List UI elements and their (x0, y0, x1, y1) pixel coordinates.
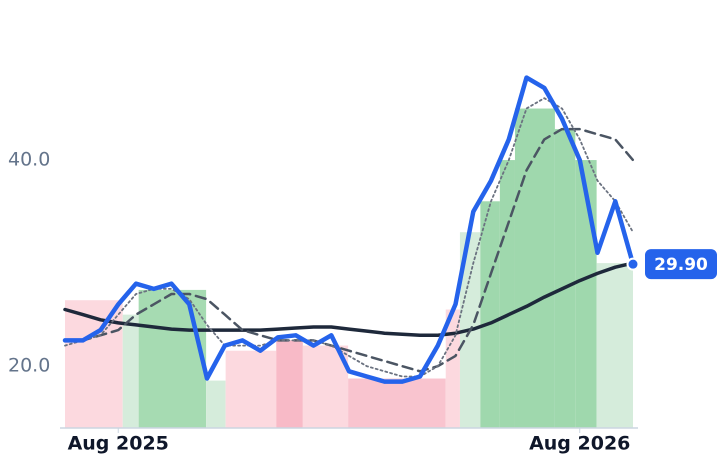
band (480, 201, 500, 428)
band (514, 108, 555, 428)
value-label: 29.90 (654, 255, 708, 275)
band (302, 345, 349, 428)
y-tick-label: 20.0 (8, 355, 50, 377)
x-tick-label: Aug 2025 (68, 433, 169, 455)
x-tick-label: Aug 2026 (529, 433, 630, 455)
value-label-box (645, 249, 717, 280)
band (499, 160, 515, 429)
y-tick-label: 40.0 (8, 149, 50, 171)
band (445, 309, 460, 428)
series-line (62, 75, 636, 384)
band (122, 314, 139, 428)
series-line (63, 261, 635, 338)
series-line (63, 127, 635, 373)
band (276, 340, 303, 428)
band (225, 350, 277, 428)
band (348, 378, 446, 428)
band (206, 380, 226, 428)
band (138, 289, 207, 428)
last-point (626, 257, 640, 271)
band (554, 129, 576, 428)
band (596, 263, 633, 428)
